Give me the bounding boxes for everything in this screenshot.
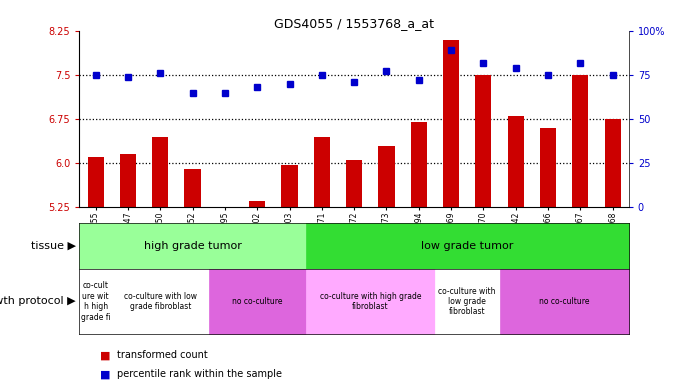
Bar <box>410 122 427 207</box>
Bar <box>88 157 104 207</box>
Text: no co-culture: no co-culture <box>232 297 283 306</box>
Bar <box>249 202 265 207</box>
Text: co-culture with high grade
fibroblast: co-culture with high grade fibroblast <box>319 292 421 311</box>
Bar <box>605 119 621 207</box>
Text: co-cult
ure wit
h high
grade fi: co-cult ure wit h high grade fi <box>81 281 111 321</box>
Text: co-culture with
low grade
fibroblast: co-culture with low grade fibroblast <box>439 286 496 316</box>
Bar <box>540 128 556 207</box>
Bar <box>79 223 305 269</box>
Text: co-culture with low
grade fibroblast: co-culture with low grade fibroblast <box>124 292 197 311</box>
Text: growth protocol ▶: growth protocol ▶ <box>0 296 76 306</box>
Text: transformed count: transformed count <box>117 350 208 360</box>
Text: ■: ■ <box>100 350 111 360</box>
Bar <box>305 223 629 269</box>
Text: percentile rank within the sample: percentile rank within the sample <box>117 369 283 379</box>
Bar <box>281 165 298 207</box>
Bar <box>209 269 305 334</box>
Text: low grade tumor: low grade tumor <box>421 241 513 251</box>
Bar <box>152 137 169 207</box>
Bar <box>572 75 589 207</box>
Text: no co-culture: no co-culture <box>539 297 589 306</box>
Bar <box>314 137 330 207</box>
Bar <box>184 169 200 207</box>
Bar <box>120 154 136 207</box>
Title: GDS4055 / 1553768_a_at: GDS4055 / 1553768_a_at <box>274 17 434 30</box>
Bar <box>508 116 524 207</box>
Bar <box>112 269 209 334</box>
Bar <box>346 160 362 207</box>
Text: ■: ■ <box>100 369 111 379</box>
Bar <box>435 269 500 334</box>
Bar <box>379 146 395 207</box>
Text: tissue ▶: tissue ▶ <box>31 241 76 251</box>
Bar <box>475 75 491 207</box>
Text: high grade tumor: high grade tumor <box>144 241 241 251</box>
Bar <box>79 269 112 334</box>
Bar <box>305 269 435 334</box>
Bar <box>500 269 629 334</box>
Bar <box>443 40 459 207</box>
